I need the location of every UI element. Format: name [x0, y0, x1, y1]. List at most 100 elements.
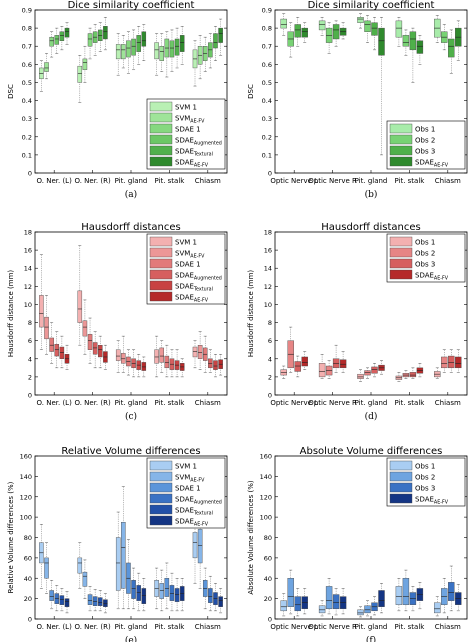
panel-caption: (a): [125, 189, 137, 200]
legend-label: SDAEAE-FV: [175, 294, 209, 304]
y-tick-label: 0: [268, 616, 272, 624]
chart-title: Hausdorff distances: [321, 222, 420, 233]
legend-swatch: [149, 101, 173, 112]
y-tick-label: 8: [268, 319, 272, 327]
legend-label-main: SDAE: [175, 159, 194, 167]
legend: Obs 1 Obs 2 Obs 3 SDAEAE-FV: [386, 233, 466, 283]
box-c-4-4: [213, 360, 218, 370]
legend-swatch: [149, 471, 173, 482]
x-tick-label: O. Ner. (R): [74, 399, 110, 407]
box-c-2-0: [115, 349, 121, 361]
box-d-2-1: [364, 370, 371, 376]
legend-label: SDAE 1: [175, 261, 201, 269]
y-tick-label: 0: [268, 170, 272, 178]
legend-label-main: SDAE: [175, 272, 194, 280]
box-b-2-2: [371, 22, 378, 36]
legend-label-main: SDAE: [415, 272, 434, 280]
y-tick-label: 12: [24, 283, 32, 291]
box-c-2-1: [121, 353, 126, 364]
y-tick-label: 14: [24, 265, 32, 273]
y-tick-label: 100: [260, 514, 272, 522]
legend-label: SDAEAE-FV: [415, 496, 449, 506]
box-c-0-3: [54, 344, 60, 357]
box-f-2-1: [364, 605, 371, 614]
x-tick-label: Pit. gland: [355, 177, 388, 185]
y-tick-label: 0.4: [22, 97, 32, 105]
y-tick-label: 0.9: [22, 7, 32, 15]
panel-caption: (c): [125, 411, 137, 422]
x-tick-label: Chiasm: [435, 177, 461, 185]
legend-label: SDAETextural: [175, 148, 213, 158]
legend-swatch: [149, 280, 173, 291]
box-f-4-0: [434, 602, 441, 614]
legend-label-main: SDAE: [175, 148, 194, 156]
y-tick-label: 0.9: [262, 7, 272, 15]
box-b-0-3: [301, 27, 308, 38]
legend-label-sub: AE-FV: [434, 499, 449, 505]
box-b-3-2: [409, 31, 417, 51]
box-f-0-1: [287, 578, 294, 607]
box-e-4-1: [197, 529, 203, 564]
legend-label-main: SDAE: [175, 518, 194, 526]
y-tick-label: 18: [264, 229, 272, 237]
x-tick-label: Pit. stalk: [394, 399, 425, 407]
box-e-1-1: [82, 571, 88, 587]
x-tick-label: Pit. stalk: [154, 623, 185, 631]
legend-swatch: [389, 493, 413, 504]
box-a-4-4: [213, 33, 218, 49]
chart-panel-a: Dice similarity coefficient 0 0.1 0.2 0.3 0.4…: [7, 0, 228, 200]
legend-label: SDAEAE-FV: [415, 159, 449, 169]
y-tick-label: 20: [264, 595, 272, 603]
y-tick-label: 2: [28, 373, 32, 381]
box-a-2-2: [126, 40, 131, 58]
x-tick-label: Chiasm: [195, 623, 221, 631]
y-tick-label: 80: [264, 534, 272, 542]
legend-label-main: SVM 1: [175, 463, 197, 471]
legend-swatch: [149, 156, 173, 167]
y-tick-label: 0.1: [22, 151, 32, 159]
box-e-2-1: [121, 522, 126, 589]
box-c-0-2: [49, 337, 54, 352]
legend-label-main: SDAE 1: [175, 485, 201, 493]
box-c-2-5: [141, 362, 147, 371]
x-tick-label: Chiasm: [195, 399, 221, 407]
box-a-3-5: [179, 35, 185, 52]
box-a-2-0: [115, 44, 121, 60]
box-f-1-2: [332, 594, 340, 610]
y-tick-label: 18: [24, 229, 32, 237]
box-d-1-0: [318, 363, 326, 378]
legend-label: SVMAE-FV: [175, 250, 205, 260]
box-b-1-0: [318, 20, 326, 31]
x-tick-label: Pit. gland: [115, 177, 148, 185]
box-d-1-3: [339, 359, 347, 369]
box-a-3-0: [154, 42, 159, 60]
y-tick-label: 160: [20, 453, 32, 461]
legend: Obs 1 Obs 2 Obs 3 SDAEAE-FV: [386, 457, 466, 507]
legend-label-sub: AE-FV: [434, 162, 449, 168]
box-e-1-5: [103, 599, 108, 607]
box-f-1-0: [318, 605, 326, 614]
x-tick-label: Optic Nerve L: [270, 623, 318, 631]
y-tick-label: 140: [20, 473, 32, 481]
box-a-1-2: [87, 33, 93, 47]
chart-title: Relative Volume differences: [61, 446, 200, 457]
legend-label-main: SDAE: [175, 137, 194, 145]
x-tick-label: Pit. gland: [115, 623, 148, 631]
legend-label-sub: Augmented: [194, 499, 222, 505]
legend-label-main: SDAE: [415, 159, 434, 167]
box-c-0-4: [59, 346, 65, 359]
legend-label-main: Obs 1: [415, 239, 435, 247]
legend-label: SDAEAE-FV: [175, 518, 209, 528]
box-a-0-4: [59, 31, 65, 41]
y-axis-label: Hausdorff distance (mm): [247, 270, 255, 358]
legend-label: Obs 3: [415, 485, 435, 493]
box-c-3-0: [154, 349, 159, 364]
box-f-3-1: [402, 578, 410, 605]
box-e-4-5: [218, 596, 223, 607]
chart-title: Dice similarity coefficient: [68, 0, 195, 11]
y-axis-label: Hausdorff distance (mm): [7, 270, 15, 358]
box-b-2-0: [357, 17, 364, 23]
legend-label-main: SDAE 1: [175, 261, 201, 269]
